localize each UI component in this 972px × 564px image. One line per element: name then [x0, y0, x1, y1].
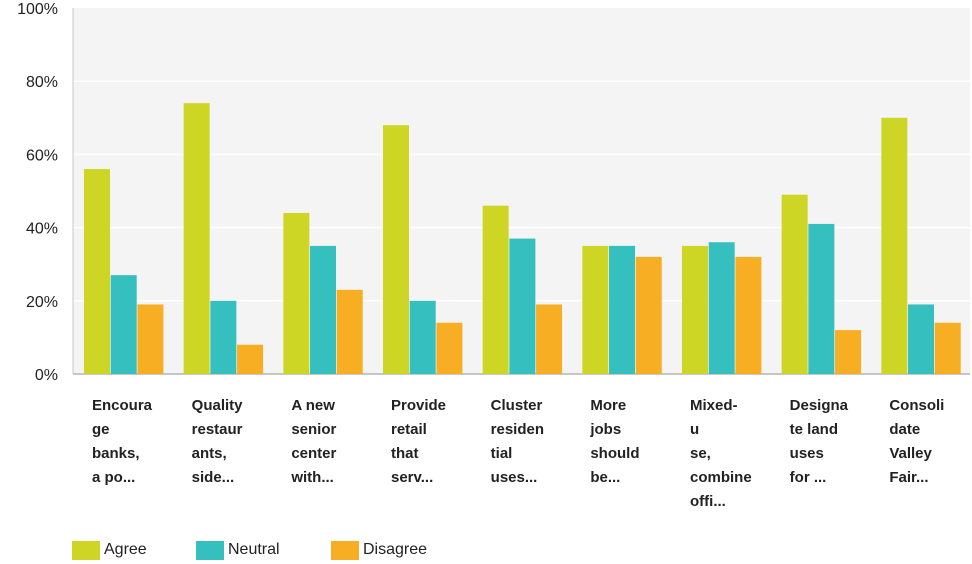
bar-disagree	[536, 304, 563, 374]
category-label-line: serv...	[391, 469, 433, 486]
bar-agree	[383, 125, 409, 375]
category-label-line: uses...	[491, 469, 538, 486]
category-label-line: jobs	[589, 421, 621, 438]
legend-label-neutral: Neutral	[228, 541, 280, 558]
legend-swatch-agree	[72, 541, 100, 560]
bar-neutral	[609, 245, 636, 374]
bar-disagree	[237, 344, 264, 374]
category-label-line: senior	[291, 421, 336, 438]
category-label-line: Designa	[790, 397, 849, 414]
category-label-line: Quality	[192, 397, 244, 414]
category-label-line: se,	[690, 445, 711, 462]
y-tick-label: 60%	[26, 147, 58, 164]
category-label-line: Valley	[889, 445, 932, 462]
bar-agree	[183, 103, 210, 374]
category-label-line: combine	[690, 469, 752, 486]
category-label-line: uses	[790, 445, 824, 462]
bar-neutral	[110, 275, 137, 374]
bar-disagree	[835, 330, 862, 374]
legend: Agree Neutral Disagree	[72, 541, 427, 560]
y-tick-label: 0%	[35, 367, 58, 384]
category-label-line: date	[889, 421, 920, 438]
y-tick-label: 20%	[26, 294, 58, 311]
bar-disagree	[735, 256, 762, 374]
bar-disagree	[436, 322, 463, 374]
bar-neutral	[409, 300, 436, 374]
category-label-line: offi...	[690, 493, 726, 510]
category-label-line: Encoura	[92, 397, 153, 414]
bar-neutral	[210, 300, 237, 374]
category-label-line: be...	[590, 469, 620, 486]
y-tick-label: 80%	[26, 74, 58, 91]
category-label-line: that	[391, 445, 419, 462]
y-axis-ticks: 0% 20% 40% 60% 80% 100%	[17, 1, 58, 384]
y-tick-label: 100%	[17, 1, 58, 18]
bar-agree	[283, 212, 310, 374]
bar-neutral	[708, 242, 735, 374]
bar-disagree	[137, 304, 164, 374]
bar-agree	[482, 205, 509, 374]
bar-disagree	[934, 322, 961, 374]
category-labels: Encoura ge banks, a po... Quality restaur ants…	[92, 397, 944, 510]
category-label-line: for ...	[790, 469, 827, 486]
category-label-line: ge	[92, 421, 110, 438]
category-label-line: banks,	[92, 445, 140, 462]
category-label-line: Provide	[391, 397, 446, 414]
bar-disagree	[336, 289, 363, 374]
category-label-line: residen	[491, 421, 544, 438]
legend-label-agree: Agree	[104, 541, 147, 558]
bar-agree	[84, 169, 110, 374]
category-label-line: tial	[491, 445, 513, 462]
category-label-line: restaur	[192, 421, 243, 438]
category-label-line: More	[590, 397, 626, 414]
bar-agree	[881, 117, 908, 375]
category-label-line: a po...	[92, 469, 135, 486]
category-label-line: te land	[790, 421, 838, 438]
bar-neutral	[808, 223, 835, 374]
category-label-line: center	[291, 445, 336, 462]
category-label-line: u	[690, 421, 699, 438]
bar-neutral	[509, 238, 536, 374]
bar-agree	[582, 245, 609, 374]
category-label-line: retail	[391, 421, 427, 438]
category-label-line: ants,	[192, 445, 227, 462]
legend-swatch-neutral	[196, 541, 224, 560]
bar-neutral	[310, 245, 337, 374]
legend-swatch-disagree	[331, 541, 359, 560]
bars	[84, 103, 961, 375]
category-label-line: Mixed-	[690, 397, 738, 414]
category-label-line: side...	[192, 469, 235, 486]
legend-label-disagree: Disagree	[363, 541, 427, 558]
category-label-line: Fair...	[889, 469, 928, 486]
bar-agree	[682, 245, 708, 374]
category-label-line: with...	[290, 469, 334, 486]
bar-agree	[781, 194, 808, 374]
bar-disagree	[635, 256, 662, 374]
category-label-line: Consoli	[889, 397, 944, 414]
y-tick-label: 40%	[26, 221, 58, 238]
category-label-line: A new	[291, 397, 335, 414]
category-label-line: Cluster	[491, 397, 543, 414]
bar-neutral	[908, 304, 935, 374]
category-label-line: should	[590, 445, 639, 462]
